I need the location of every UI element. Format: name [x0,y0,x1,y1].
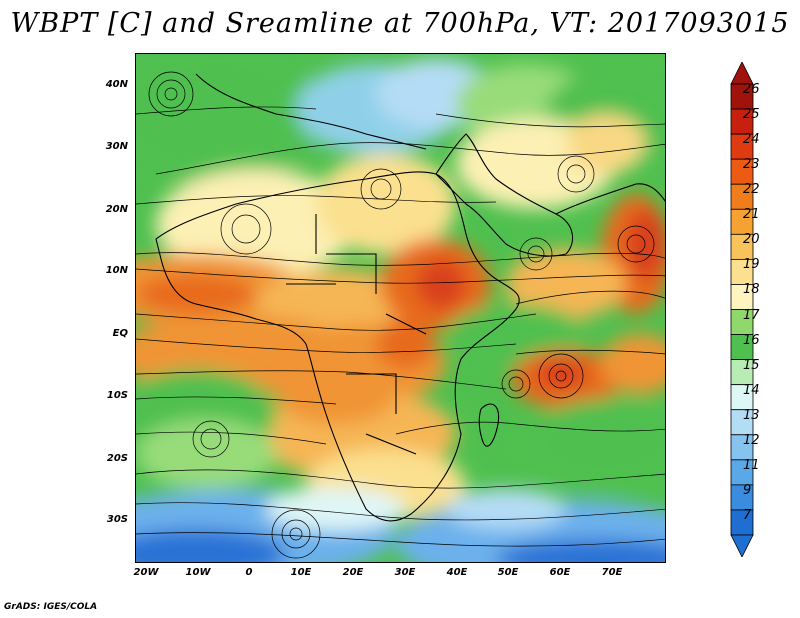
colorbar-label: 11 [743,457,760,473]
colorbar [730,62,754,557]
lat-label-10s: 10S [106,390,128,401]
map-title: WBPT [C] and Sreamline at 700hPa, VT: 20… [10,8,790,39]
colorbar-label: 7 [743,507,752,523]
lon-label-20w: 20W [133,567,159,578]
lat-label-20s: 20S [106,453,128,464]
lat-label-10n: 10N [105,265,128,276]
lon-label-70e: 70E [601,567,623,578]
lon-label-10e: 10E [290,567,312,578]
lat-label-30n: 30N [105,141,128,152]
streamlines [136,71,665,559]
colorbar-label: 14 [743,382,760,398]
lat-label-30s: 30S [106,514,128,525]
colorbar-label: 17 [743,307,760,323]
colorbar-label: 12 [743,432,760,448]
colorbar-label: 26 [743,82,760,97]
colorbar-label: 19 [743,257,760,273]
colorbar-label: 13 [743,407,760,423]
wbpt-field [136,54,665,562]
lon-label-0: 0 [245,567,253,578]
lon-label-10w: 10W [185,567,211,578]
lon-label-20e: 20E [342,567,364,578]
colorbar-label: 15 [743,357,760,373]
wbpt-streamline-map [136,54,665,562]
colorbar-label: 9 [743,482,752,498]
colorbar-top-arrow [730,62,754,85]
colorbar-label: 20 [743,232,760,248]
lon-label-50e: 50E [497,567,519,578]
footer-credit: GrADS: IGES/COLA [4,602,98,612]
colorbar-label: 22 [743,182,760,198]
colorbar-label: 16 [743,332,760,348]
coastlines [155,73,665,522]
colorbar-label: 25 [743,107,760,123]
lon-label-60e: 60E [549,567,571,578]
colorbar-label: 24 [743,132,760,148]
lat-label-20n: 20N [105,204,128,215]
lat-label-40n: 40N [105,79,128,90]
colorbar-label: 21 [743,207,760,223]
colorbar-label: 23 [743,157,760,173]
map-plot-area [135,53,666,563]
lon-label-40e: 40E [446,567,468,578]
colorbar-bottom-arrow [730,534,754,557]
lon-label-30e: 30E [394,567,416,578]
lat-label-eq: EQ [112,328,128,339]
colorbar-label: 18 [743,282,760,298]
